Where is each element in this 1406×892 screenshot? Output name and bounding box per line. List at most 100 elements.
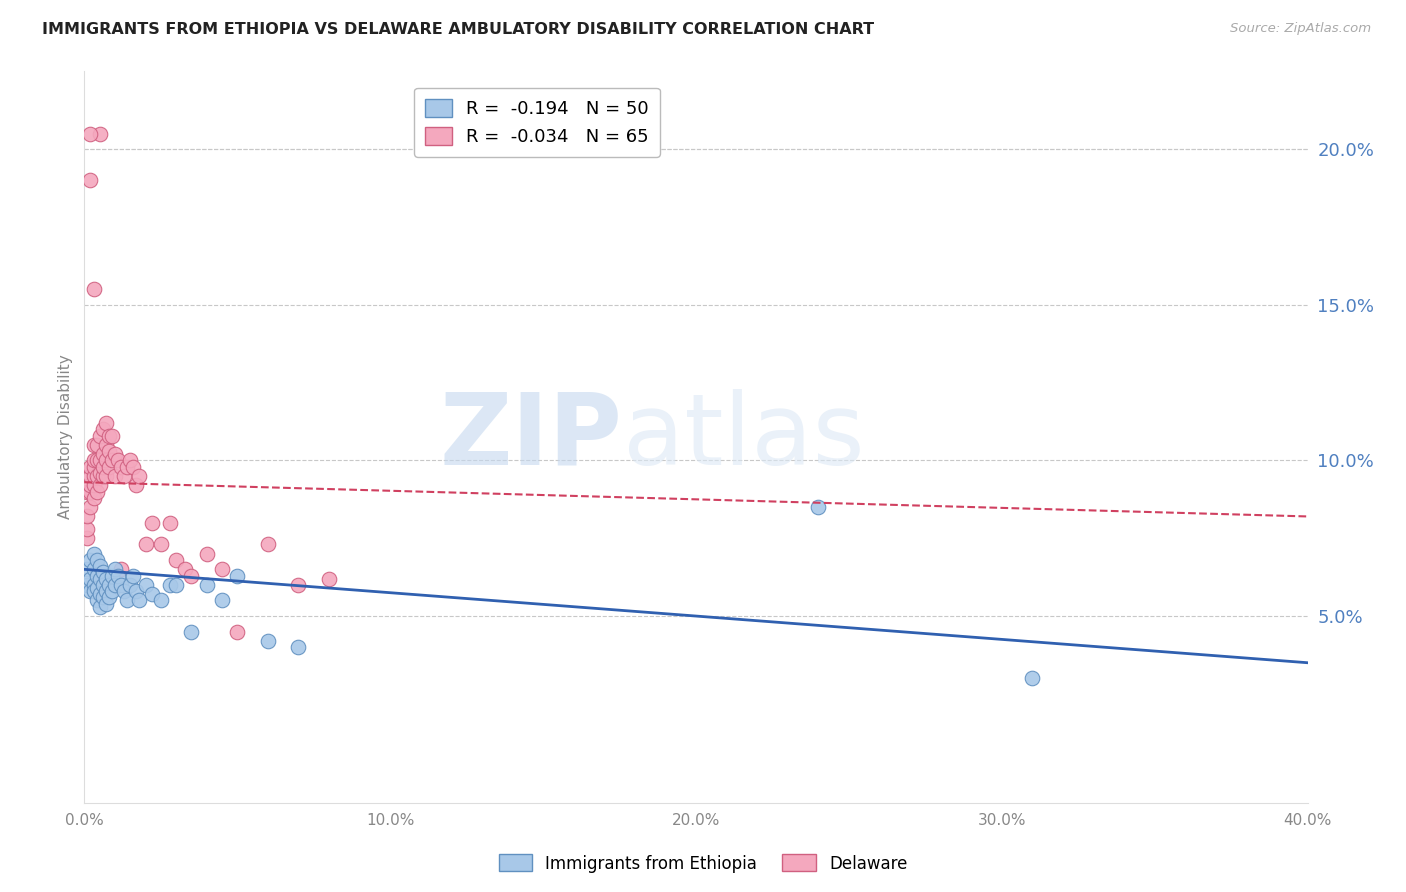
Point <box>94 597 117 611</box>
Point <box>76 531 98 545</box>
Point <box>89 572 111 586</box>
Point <box>91 469 114 483</box>
Point <box>107 568 129 582</box>
Point <box>141 516 163 530</box>
Point <box>89 478 111 492</box>
Point <box>79 469 101 483</box>
Point <box>104 578 127 592</box>
Point <box>94 584 117 599</box>
Point <box>94 469 117 483</box>
Point <box>226 624 249 639</box>
Point <box>180 568 202 582</box>
Text: atlas: atlas <box>623 389 865 485</box>
Point <box>86 581 108 595</box>
Point <box>211 593 233 607</box>
Point <box>83 282 105 296</box>
Point <box>104 562 127 576</box>
Point <box>86 553 108 567</box>
Point <box>86 568 108 582</box>
Point <box>110 562 132 576</box>
Point <box>94 416 117 430</box>
Point <box>115 459 138 474</box>
Point <box>97 578 120 592</box>
Point <box>101 584 124 599</box>
Point <box>110 578 132 592</box>
Point <box>79 173 101 187</box>
Point <box>94 572 117 586</box>
Point <box>101 453 124 467</box>
Point <box>104 469 127 483</box>
Point <box>83 478 105 492</box>
Point <box>104 447 127 461</box>
Point <box>135 578 157 592</box>
Point <box>79 572 101 586</box>
Point <box>86 469 108 483</box>
Point <box>287 640 309 655</box>
Point <box>89 599 111 614</box>
Point <box>89 453 111 467</box>
Point <box>83 491 105 505</box>
Point <box>159 578 181 592</box>
Point <box>159 516 181 530</box>
Point <box>807 500 830 515</box>
Point <box>79 500 101 515</box>
Point <box>195 578 218 592</box>
Point <box>89 428 111 442</box>
Point <box>79 584 101 599</box>
Point <box>83 547 105 561</box>
Point <box>174 562 197 576</box>
Point <box>257 634 280 648</box>
Point <box>128 593 150 607</box>
Point <box>91 591 114 605</box>
Point <box>125 478 148 492</box>
Point <box>1021 671 1043 685</box>
Point <box>128 469 150 483</box>
Point <box>120 578 142 592</box>
Point <box>91 422 114 436</box>
Point <box>94 453 117 467</box>
Legend: R =  -0.194   N = 50, R =  -0.034   N = 65: R = -0.194 N = 50, R = -0.034 N = 65 <box>413 87 659 157</box>
Point <box>149 593 172 607</box>
Point <box>141 587 163 601</box>
Point <box>257 537 280 551</box>
Y-axis label: Ambulatory Disability: Ambulatory Disability <box>58 355 73 519</box>
Point <box>97 591 120 605</box>
Point <box>180 624 202 639</box>
Point <box>89 127 111 141</box>
Point <box>112 584 135 599</box>
Point <box>115 593 138 607</box>
Point <box>83 562 105 576</box>
Point <box>149 537 172 551</box>
Point <box>83 438 105 452</box>
Text: IMMIGRANTS FROM ETHIOPIA VS DELAWARE AMBULATORY DISABILITY CORRELATION CHART: IMMIGRANTS FROM ETHIOPIA VS DELAWARE AMB… <box>42 22 875 37</box>
Point <box>76 562 98 576</box>
Point <box>97 428 120 442</box>
Point <box>165 553 187 567</box>
Point <box>86 453 108 467</box>
Point <box>86 438 108 452</box>
Point <box>83 578 105 592</box>
Point <box>110 459 132 474</box>
Point <box>122 568 145 582</box>
Point <box>101 428 124 442</box>
Point <box>211 562 233 576</box>
Point <box>83 584 105 599</box>
Point <box>76 509 98 524</box>
Legend: Immigrants from Ethiopia, Delaware: Immigrants from Ethiopia, Delaware <box>492 847 914 880</box>
Point <box>91 566 114 580</box>
Point <box>112 469 135 483</box>
Point <box>79 127 101 141</box>
Point <box>107 453 129 467</box>
Point <box>76 578 98 592</box>
Point <box>195 547 218 561</box>
Point <box>86 484 108 499</box>
Point <box>97 459 120 474</box>
Point <box>89 559 111 574</box>
Point <box>76 484 98 499</box>
Point <box>94 438 117 452</box>
Point <box>101 568 124 582</box>
Point <box>76 522 98 536</box>
Point <box>318 572 340 586</box>
Point <box>79 484 101 499</box>
Point <box>83 453 105 467</box>
